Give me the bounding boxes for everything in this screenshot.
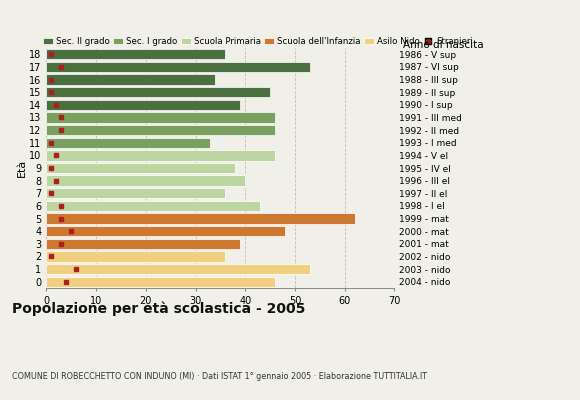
Bar: [46, 74, 215, 85]
Legend: Sec. II grado, Sec. I grado, Scuola Primaria, Scuola dell'Infanzia, Asilo Nido, : Sec. II grado, Sec. I grado, Scuola Prim…: [43, 36, 473, 46]
Bar: [46, 49, 226, 60]
Y-axis label: Età: Età: [16, 159, 26, 177]
Bar: [46, 163, 235, 173]
Bar: [46, 226, 285, 236]
Bar: [46, 176, 245, 186]
Bar: [46, 87, 270, 97]
Bar: [46, 239, 240, 249]
Bar: [46, 138, 211, 148]
Bar: [46, 62, 310, 72]
Text: COMUNE DI ROBECCHETTO CON INDUNO (MI) · Dati ISTAT 1° gennaio 2005 · Elaborazion: COMUNE DI ROBECCHETTO CON INDUNO (MI) · …: [12, 372, 427, 381]
Text: Anno di nascita: Anno di nascita: [403, 40, 484, 50]
Bar: [46, 112, 275, 123]
Bar: [46, 276, 275, 287]
Text: Popolazione per età scolastica - 2005: Popolazione per età scolastica - 2005: [12, 302, 305, 316]
Bar: [46, 213, 354, 224]
Bar: [46, 201, 260, 211]
Bar: [46, 125, 275, 135]
Bar: [46, 150, 275, 160]
Bar: [46, 251, 226, 262]
Bar: [46, 188, 226, 198]
Bar: [46, 264, 310, 274]
Bar: [46, 100, 240, 110]
